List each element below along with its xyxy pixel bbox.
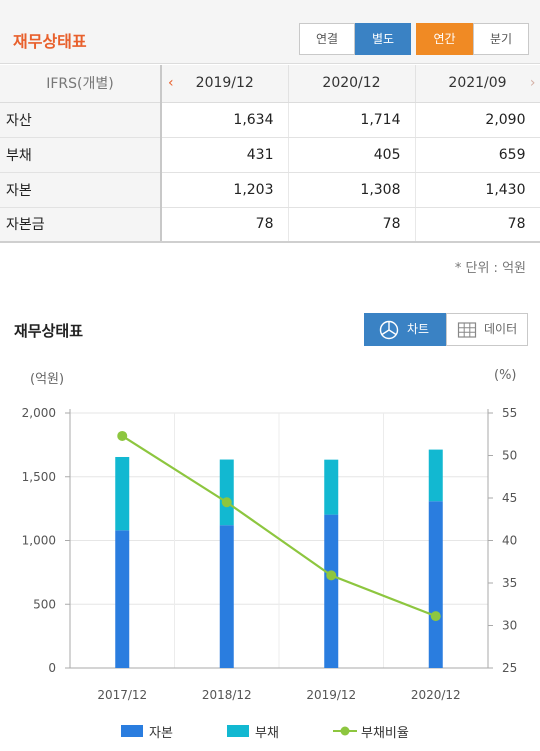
debt-ratio-point (430, 611, 441, 622)
right-axis-tick-label: 55 (502, 406, 517, 420)
table-cell: 78 (161, 207, 289, 243)
right-axis-tick-label: 25 (502, 661, 517, 675)
table-row: 부채 431 405 659 (0, 137, 540, 173)
bar-equity (219, 525, 234, 668)
row-label: 자본금 (0, 207, 162, 243)
data-view-button[interactable]: 데이터 (446, 313, 528, 346)
prev-period-arrow-icon[interactable]: ‹ (168, 75, 174, 91)
period-label: 2021/09 (448, 75, 507, 92)
bar-liability (324, 459, 339, 515)
left-axis-tick-label: 0 (48, 661, 56, 675)
next-period-arrow-icon[interactable]: › (529, 75, 536, 91)
left-axis-tick-label: 1,000 (22, 534, 56, 548)
table-row: 자본금 78 78 78 (0, 207, 540, 243)
data-view-label: 데이터 (484, 322, 518, 336)
period-label: 2019/12 (195, 75, 254, 92)
table-cell: 1,203 (161, 172, 289, 208)
table-cell: 405 (288, 137, 416, 173)
left-axis-tick-label: 1,500 (22, 470, 56, 484)
separate-button[interactable]: 별도 (355, 23, 411, 55)
table-cell: 2,090 (415, 102, 540, 138)
period-label: 2020/12 (322, 75, 381, 92)
right-axis-tick-label: 45 (502, 491, 517, 505)
right-axis-unit: (%) (494, 368, 517, 383)
bar-equity (324, 514, 339, 668)
pie-chart-icon (379, 320, 399, 340)
chart-view-label: 차트 (407, 322, 430, 336)
right-axis-tick-label: 50 (502, 449, 517, 463)
left-axis-tick-label: 500 (33, 597, 56, 611)
period-header: ‹ 2019/12 (161, 65, 289, 103)
table-row: 자본 1,203 1,308 1,430 (0, 172, 540, 208)
legend-equity-swatch (121, 725, 143, 737)
table-cell: 659 (415, 137, 540, 173)
header-title: 재무상태표 (13, 32, 87, 51)
x-axis-tick-label: 2017/12 (97, 688, 147, 702)
table-label-header: IFRS(개별) (0, 65, 162, 103)
x-axis-tick-label: 2019/12 (306, 688, 356, 702)
x-axis-tick-label: 2018/12 (202, 688, 252, 702)
quarter-button[interactable]: 분기 (473, 23, 529, 55)
debt-ratio-line (121, 435, 437, 618)
legend-debt-ratio-line-icon (333, 726, 357, 736)
table-cell: 431 (161, 137, 289, 173)
table-row: 자산 1,634 1,714 2,090 (0, 102, 540, 138)
table-cell: 1,308 (288, 172, 416, 208)
header-bar: 재무상태표 연결 별도 연간 분기 (0, 0, 540, 64)
bar-liability (115, 456, 130, 531)
table-cell: 1,430 (415, 172, 540, 208)
table-cell: 1,714 (288, 102, 416, 138)
bar-liability (428, 449, 443, 502)
right-axis-tick-label: 30 (502, 619, 517, 633)
debt-ratio-point (326, 570, 337, 581)
debt-ratio-point (117, 430, 128, 441)
bar-liability (219, 459, 234, 526)
section-title: 재무상태표 (14, 322, 84, 340)
legend-debt-ratio-label: 부채비율 (361, 726, 409, 741)
left-axis-unit: (억원) (30, 372, 65, 387)
table-grid-icon (457, 322, 477, 338)
annual-button[interactable]: 연간 (416, 23, 473, 55)
debt-ratio-point (221, 497, 232, 508)
bar-equity (428, 501, 443, 668)
legend-liability-label: 부채 (255, 726, 279, 741)
legend-equity-label: 자본 (149, 726, 173, 741)
left-axis-tick-label: 2,000 (22, 406, 56, 420)
row-label: 자본 (0, 172, 162, 208)
row-label: 자산 (0, 102, 162, 138)
financial-table: IFRS(개별) ‹ 2019/12 2020/12 2021/09 › 자산 … (0, 65, 540, 243)
balance-sheet-chart: 0 500 1,000 1,500 2,000 25 30 35 40 45 50 55 2017/12… (22, 406, 518, 702)
bar-equity (115, 530, 130, 668)
table-cell: 78 (415, 207, 540, 243)
period-header: 2021/09 › (415, 65, 540, 103)
right-axis-tick-label: 35 (502, 576, 517, 590)
table-cell: 1,634 (161, 102, 289, 138)
chart-view-button[interactable]: 차트 (364, 313, 447, 346)
row-label: 부채 (0, 137, 162, 173)
period-header: 2020/12 (288, 65, 416, 103)
legend-liability-swatch (227, 725, 249, 737)
x-axis-tick-label: 2020/12 (411, 688, 461, 702)
consolidated-button[interactable]: 연결 (299, 23, 355, 55)
right-axis-tick-label: 40 (502, 534, 517, 548)
unit-note: * 단위 : 억원 (454, 261, 526, 276)
table-cell: 78 (288, 207, 416, 243)
table-header-row: IFRS(개별) ‹ 2019/12 2020/12 2021/09 › (0, 65, 540, 103)
